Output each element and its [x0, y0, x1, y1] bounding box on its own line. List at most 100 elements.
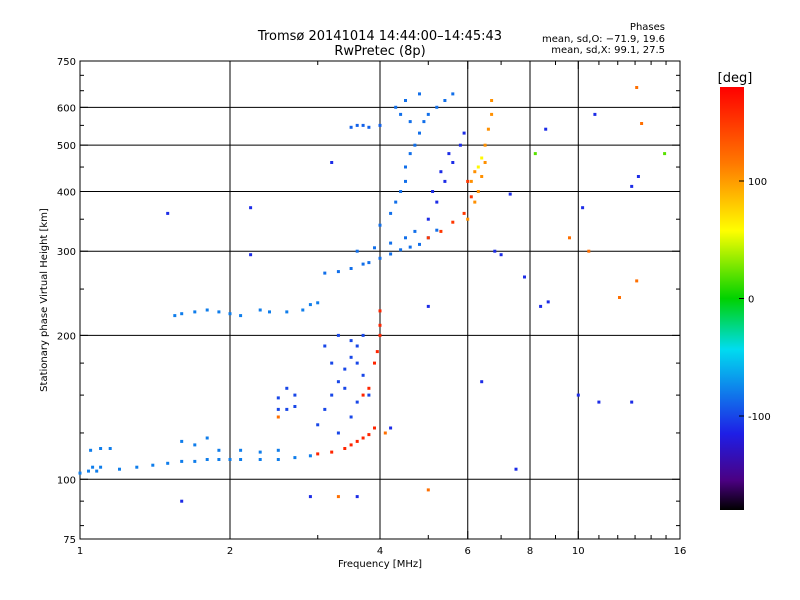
data-point — [367, 393, 371, 397]
data-point — [361, 333, 365, 337]
data-point — [361, 436, 365, 440]
data-point — [439, 229, 443, 233]
data-point — [91, 465, 95, 469]
data-point — [435, 200, 439, 204]
data-point — [378, 309, 382, 313]
data-point — [422, 120, 426, 124]
data-point — [490, 112, 494, 116]
data-point — [663, 152, 667, 156]
data-point — [193, 443, 197, 447]
data-point — [308, 495, 312, 499]
data-point — [330, 161, 334, 164]
y-tick-label: 500 — [57, 141, 76, 152]
data-point — [276, 458, 280, 461]
data-point — [418, 92, 421, 96]
data-point — [367, 386, 371, 390]
data-point — [493, 249, 497, 253]
data-point — [618, 296, 621, 299]
data-point — [546, 300, 550, 304]
data-point — [469, 195, 473, 199]
data-point — [349, 355, 353, 359]
colorbar-tick-label: 100 — [748, 177, 767, 188]
data-point — [228, 458, 232, 461]
phase-stats-x: mean, sd,X: 99.1, 27.5 — [551, 45, 665, 56]
y-tick-label: 400 — [57, 187, 76, 198]
data-point — [408, 245, 412, 249]
data-point — [375, 350, 379, 354]
data-point — [480, 380, 484, 384]
colorbar-label: [deg] — [718, 71, 753, 86]
data-point — [593, 112, 597, 116]
data-point — [349, 267, 353, 270]
data-point — [89, 448, 93, 452]
data-point — [205, 436, 209, 440]
data-point — [426, 112, 430, 116]
data-point — [293, 456, 297, 460]
data-point — [635, 279, 639, 283]
data-point — [486, 127, 490, 131]
data-point — [404, 236, 407, 240]
data-point — [293, 393, 297, 397]
data-point — [180, 499, 184, 503]
data-point — [640, 122, 644, 125]
data-point — [404, 179, 407, 183]
data-point — [336, 495, 340, 499]
data-point — [239, 458, 243, 461]
data-point — [361, 123, 365, 127]
data-point — [499, 253, 503, 257]
data-point — [544, 127, 548, 131]
data-point — [367, 261, 371, 265]
data-point — [355, 344, 359, 348]
data-point — [276, 448, 280, 452]
data-point — [99, 447, 103, 450]
data-point — [443, 179, 447, 183]
data-point — [630, 184, 634, 188]
data-point — [373, 361, 376, 365]
data-point — [118, 467, 121, 471]
x-tick-labels: 1 2 4 6 8 10 16 — [77, 546, 687, 557]
data-point — [480, 156, 484, 160]
data-point — [389, 252, 393, 256]
data-point — [451, 161, 455, 164]
data-point — [426, 488, 430, 492]
grid-lines — [80, 61, 680, 539]
data-point — [514, 467, 518, 471]
data-point — [108, 447, 112, 450]
x-tick-label: 8 — [527, 546, 533, 557]
data-point — [249, 253, 253, 257]
data-point — [349, 339, 353, 343]
data-point — [389, 211, 393, 215]
data-point — [451, 220, 455, 224]
data-point — [443, 99, 447, 102]
data-point — [87, 469, 90, 473]
data-point — [394, 200, 398, 204]
y-tick-label: 300 — [57, 247, 76, 258]
y-tick-label: 75 — [63, 535, 76, 546]
data-point — [249, 206, 253, 210]
data-point — [258, 450, 262, 454]
colorbar: [deg] 100 0 -100 — [718, 71, 771, 510]
data-point — [343, 447, 347, 450]
data-point — [367, 433, 371, 437]
data-point — [217, 310, 221, 314]
data-point — [483, 161, 487, 164]
data-point — [635, 86, 639, 89]
data-point — [426, 304, 430, 308]
data-point — [276, 396, 280, 400]
data-point — [439, 170, 443, 174]
data-point — [205, 458, 209, 461]
data-point — [426, 217, 430, 221]
data-point — [373, 426, 376, 430]
data-point — [408, 152, 412, 156]
data-point — [473, 170, 477, 174]
x-tick-label: 4 — [377, 546, 383, 557]
x-tick-label: 2 — [227, 546, 233, 557]
data-point — [389, 426, 393, 430]
data-point — [581, 206, 585, 210]
x-tick-label: 1 — [77, 546, 83, 557]
x-tick-label: 16 — [674, 546, 687, 557]
data-point — [193, 310, 197, 314]
data-point — [316, 423, 320, 427]
data-point — [480, 175, 484, 178]
